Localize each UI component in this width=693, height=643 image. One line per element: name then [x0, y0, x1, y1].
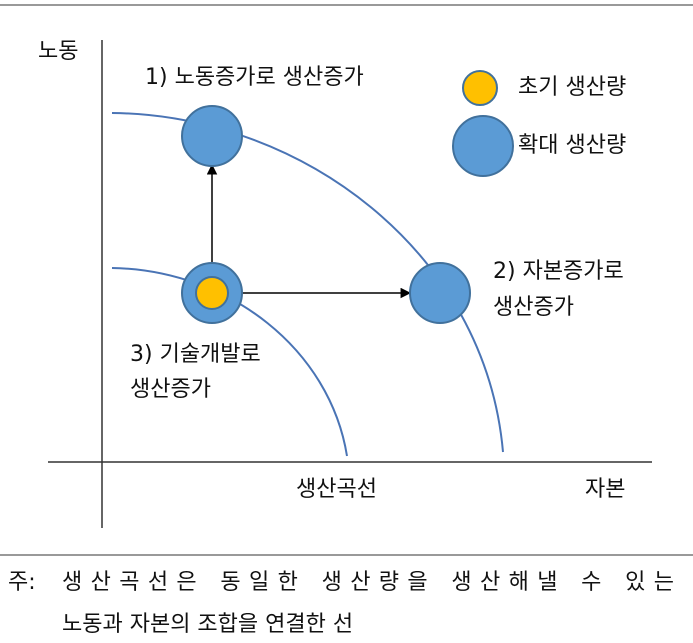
- note-text: 노동과 자본의 조합을 연결한 선: [62, 612, 353, 637]
- annotation: 2) 자본증가로: [493, 259, 624, 284]
- y-axis-label: 노동: [38, 39, 78, 64]
- expanded-output: [409, 262, 471, 324]
- curve-label: 생산곡선: [296, 477, 377, 502]
- annotation: 생산증가: [130, 377, 211, 402]
- legend-label: 확대 생산량: [518, 133, 626, 158]
- expanded-output: [181, 105, 243, 167]
- note-text: 생산곡선은 동일한 생산량을 생산해낼 수 있는: [62, 570, 674, 595]
- inner-curve: [111, 267, 348, 457]
- legend-label: 초기 생산량: [518, 75, 626, 100]
- x-axis-label: 자본: [585, 477, 625, 502]
- initial-output: [195, 276, 229, 310]
- annotation: 생산증가: [493, 295, 574, 320]
- annotation: 3) 기술개발로: [130, 342, 261, 367]
- note-marker: 주:: [8, 570, 36, 595]
- legend-expanded: [452, 115, 514, 177]
- legend-initial: [462, 70, 498, 106]
- annotation: 1) 노동증가로 생산증가: [145, 65, 364, 90]
